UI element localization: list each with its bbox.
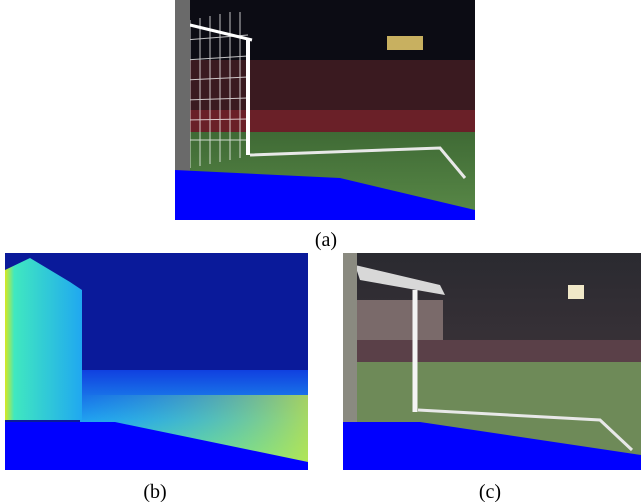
panel-a-image [175, 0, 475, 220]
panel-label: (c) [479, 481, 501, 502]
panel-c-image [343, 253, 641, 470]
panel-b-image [5, 253, 308, 470]
panel-label: (b) [143, 481, 166, 502]
panel-label: (a) [315, 229, 337, 251]
